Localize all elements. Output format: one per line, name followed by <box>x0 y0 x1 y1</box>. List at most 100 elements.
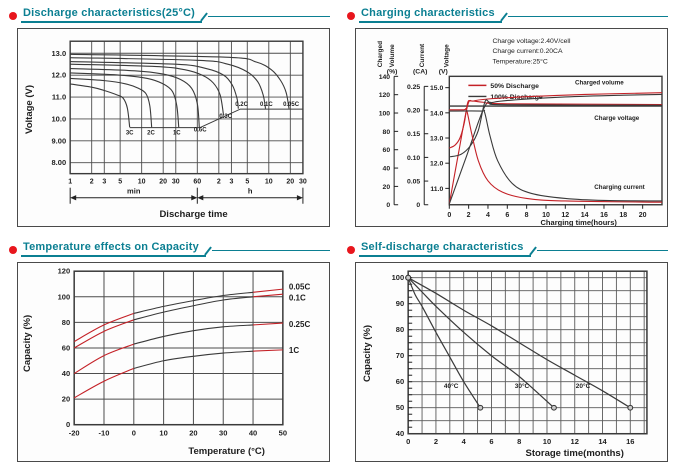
svg-text:Charged volume: Charged volume <box>575 80 624 87</box>
svg-text:0: 0 <box>386 202 390 209</box>
svg-text:20: 20 <box>286 179 294 186</box>
svg-text:0.05C: 0.05C <box>289 283 311 292</box>
svg-text:14: 14 <box>598 437 607 446</box>
svg-text:Charging time(hours): Charging time(hours) <box>541 218 618 226</box>
svg-text:14: 14 <box>581 212 589 219</box>
svg-text:0.2C: 0.2C <box>235 102 248 108</box>
svg-text:4: 4 <box>486 212 490 219</box>
svg-text:8: 8 <box>517 437 521 446</box>
svg-text:0: 0 <box>447 212 451 219</box>
svg-text:0.6C: 0.6C <box>194 128 207 134</box>
svg-text:10: 10 <box>542 212 550 219</box>
svg-text:0.10: 0.10 <box>407 155 420 162</box>
svg-text:5: 5 <box>118 179 122 186</box>
section-temperature: Temperature effects on Capacity -20 -10 0 1… <box>0 227 338 462</box>
svg-text:100: 100 <box>392 273 405 282</box>
svg-text:100: 100 <box>58 292 71 301</box>
svg-text:13.0: 13.0 <box>52 49 67 58</box>
svg-text:20: 20 <box>189 429 197 438</box>
section-header-discharge: Discharge characteristics(25°C) <box>8 7 330 23</box>
section-header-charging: Charging characteristics <box>346 7 668 23</box>
svg-text:0.25: 0.25 <box>407 84 420 91</box>
svg-text:16: 16 <box>626 437 634 446</box>
section-title-self-discharge: Self-discharge characteristics <box>359 241 531 257</box>
svg-text:4: 4 <box>462 437 467 446</box>
svg-text:Charge voltage: Charge voltage <box>594 115 639 122</box>
svg-text:Current: Current <box>419 43 426 67</box>
svg-text:90: 90 <box>396 299 404 308</box>
svg-text:Storage time(months): Storage time(months) <box>526 448 624 459</box>
svg-text:0: 0 <box>406 437 410 446</box>
section-self-discharge: Self-discharge characteristics 40 50 60 70 8… <box>338 227 676 462</box>
svg-text:12.0: 12.0 <box>430 161 443 168</box>
svg-text:Capacity (%): Capacity (%) <box>22 315 33 372</box>
svg-text:8.00: 8.00 <box>52 158 67 167</box>
svg-text:60: 60 <box>396 377 404 386</box>
svg-text:100: 100 <box>379 111 391 118</box>
svg-text:16: 16 <box>600 212 608 219</box>
svg-text:1: 1 <box>68 179 72 186</box>
header-rule <box>536 249 668 251</box>
svg-text:2: 2 <box>434 437 438 446</box>
svg-text:10: 10 <box>159 429 167 438</box>
svg-text:80: 80 <box>396 325 404 334</box>
svg-text:12.0: 12.0 <box>52 71 67 80</box>
svg-text:10.0: 10.0 <box>52 114 67 123</box>
svg-text:10: 10 <box>543 437 551 446</box>
svg-text:h: h <box>248 187 253 196</box>
svg-text:80: 80 <box>383 129 391 136</box>
bullet-icon <box>9 246 17 254</box>
svg-text:50: 50 <box>279 429 287 438</box>
header-rule <box>507 15 668 17</box>
svg-text:Charged: Charged <box>377 41 384 67</box>
section-title-charging: Charging characteristics <box>359 7 502 23</box>
header-rule <box>211 249 330 251</box>
svg-text:20: 20 <box>159 179 167 186</box>
svg-text:80: 80 <box>62 318 70 327</box>
svg-text:10: 10 <box>265 179 273 186</box>
svg-text:70: 70 <box>396 351 404 360</box>
svg-text:40: 40 <box>249 429 257 438</box>
section-charging: Charging characteristics 0 20 40 60 80 100 120… <box>338 0 676 227</box>
bullet-icon <box>9 12 17 20</box>
svg-text:40: 40 <box>396 429 404 438</box>
svg-text:12: 12 <box>561 212 569 219</box>
svg-text:120: 120 <box>58 267 71 276</box>
svg-text:Temperature:25°C: Temperature:25°C <box>492 57 547 65</box>
svg-text:0.05: 0.05 <box>407 179 420 186</box>
svg-text:3: 3 <box>229 179 233 186</box>
svg-text:40: 40 <box>383 166 391 173</box>
svg-text:Voltage (V): Voltage (V) <box>24 85 35 134</box>
svg-text:0.25C: 0.25C <box>289 320 311 329</box>
svg-text:2: 2 <box>467 212 471 219</box>
chart-panel-temperature: -20 -10 0 10 20 30 40 50 0 20 40 60 80 100 120 0.05C 0.1… <box>17 262 330 462</box>
svg-text:40°C: 40°C <box>444 382 459 390</box>
svg-text:50% Discharge: 50% Discharge <box>490 83 539 90</box>
svg-text:-10: -10 <box>99 429 110 438</box>
svg-text:6: 6 <box>505 212 509 219</box>
svg-text:60: 60 <box>193 179 201 186</box>
svg-text:(%): (%) <box>387 68 398 75</box>
svg-text:1C: 1C <box>289 346 299 355</box>
svg-text:20: 20 <box>383 184 391 191</box>
section-title-temperature: Temperature effects on Capacity <box>21 241 206 257</box>
section-header-temperature: Temperature effects on Capacity <box>8 241 330 257</box>
section-discharge: Discharge characteristics(25°C) 1 2 3 5 10 20… <box>0 0 338 227</box>
svg-text:140: 140 <box>379 74 391 81</box>
svg-text:120: 120 <box>379 92 391 99</box>
svg-text:14.0: 14.0 <box>430 110 443 117</box>
svg-text:30: 30 <box>299 179 307 186</box>
svg-text:0: 0 <box>132 429 136 438</box>
self-discharge-chart: 40 50 60 70 80 90 100 0 2 4 6 8 10 12 14 16 40°C 30°C 20°C… <box>362 270 648 459</box>
svg-text:20: 20 <box>639 212 647 219</box>
svg-text:(V): (V) <box>439 68 448 75</box>
svg-text:30: 30 <box>172 179 180 186</box>
svg-text:0.1C: 0.1C <box>260 102 273 108</box>
svg-text:0.1C: 0.1C <box>289 294 306 303</box>
svg-text:(CA): (CA) <box>413 68 427 75</box>
svg-text:Discharge time: Discharge time <box>159 209 227 220</box>
svg-text:2C: 2C <box>147 131 155 137</box>
svg-text:Volume: Volume <box>389 44 396 67</box>
section-header-self-discharge: Self-discharge characteristics <box>346 241 668 257</box>
